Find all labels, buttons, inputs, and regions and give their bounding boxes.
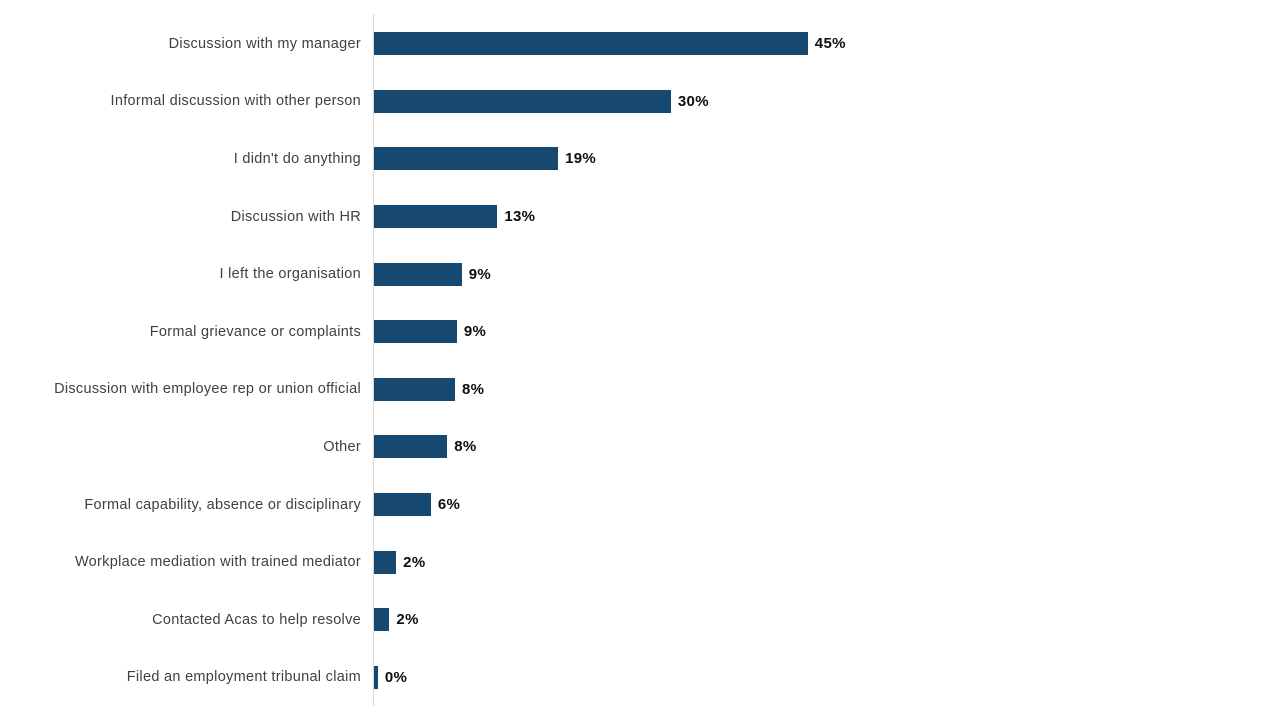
value-label: 19%	[565, 150, 597, 168]
value-label: 2%	[403, 553, 426, 571]
bar-cell: 45%	[374, 32, 846, 56]
value-label: 0%	[384, 668, 408, 686]
bar-cell: 6%	[374, 493, 461, 517]
bar-cell: 9%	[374, 262, 491, 286]
value-label: 45%	[814, 35, 846, 53]
category-label: Formal grievance or complaints	[149, 323, 361, 340]
bar-cell: 13%	[374, 205, 536, 229]
bar	[374, 665, 378, 689]
value-label: 6%	[437, 496, 461, 514]
bar-cell: 30%	[374, 89, 709, 113]
category-label: Workplace mediation with trained mediato…	[74, 554, 361, 571]
bar-cell: 0%	[374, 665, 408, 689]
category-label: Other	[323, 438, 361, 455]
bar-cell: 8%	[374, 435, 477, 459]
bar-cell: 8%	[374, 377, 485, 401]
category-label: Formal capability, absence or disciplina…	[84, 496, 361, 513]
chart-row: Filed an employment tribunal claim 0%	[0, 649, 1280, 707]
y-axis-line	[373, 14, 374, 706]
bar	[374, 493, 431, 517]
category-label: I left the organisation	[219, 266, 361, 283]
value-label: 8%	[454, 438, 477, 456]
chart-rows: Discussion with my manager 45% Informal di…	[0, 15, 1280, 706]
bar	[374, 377, 455, 401]
category-label: Filed an employment tribunal claim	[126, 669, 361, 686]
category-label: Contacted Acas to help resolve	[152, 611, 361, 628]
category-label: Discussion with HR	[230, 208, 361, 225]
category-label: Informal discussion with other person	[110, 93, 361, 110]
value-label: 9%	[468, 265, 491, 283]
bar-chart: Discussion with my manager 45% Informal di…	[0, 15, 1280, 706]
bar	[374, 32, 808, 56]
bar	[374, 89, 671, 113]
category-label: I didn't do anything	[233, 150, 361, 167]
bar	[374, 608, 390, 632]
category-label: Discussion with my manager	[168, 35, 361, 52]
chart-row: I left the organisation 9%	[0, 245, 1280, 303]
chart-row: Formal capability, absence or disciplina…	[0, 476, 1280, 534]
bar-cell: 2%	[374, 608, 419, 632]
bar	[374, 147, 559, 171]
chart-row: I didn't do anything 19%	[0, 130, 1280, 188]
chart-row: Other 8%	[0, 418, 1280, 476]
chart-row: Informal discussion with other person 30%	[0, 73, 1280, 131]
chart-row: Discussion with employee rep or union of…	[0, 361, 1280, 419]
bar	[374, 550, 397, 574]
chart-row: Formal grievance or complaints 9%	[0, 303, 1280, 361]
value-label: 9%	[463, 323, 487, 341]
category-label: Discussion with employee rep or union of…	[54, 381, 361, 398]
chart-row: Contacted Acas to help resolve 2%	[0, 591, 1280, 649]
bar	[374, 205, 498, 229]
bar-cell: 9%	[374, 320, 487, 344]
value-label: 8%	[461, 380, 485, 398]
value-label: 30%	[677, 92, 709, 110]
bar	[374, 320, 457, 344]
value-label: 2%	[396, 611, 419, 629]
bar	[374, 262, 462, 286]
bar-cell: 19%	[374, 147, 597, 171]
value-label: 13%	[504, 208, 536, 226]
bar	[374, 435, 448, 459]
chart-row: Discussion with my manager 45%	[0, 15, 1280, 73]
bar-cell: 2%	[374, 550, 426, 574]
chart-row: Discussion with HR 13%	[0, 188, 1280, 246]
chart-row: Workplace mediation with trained mediato…	[0, 533, 1280, 591]
